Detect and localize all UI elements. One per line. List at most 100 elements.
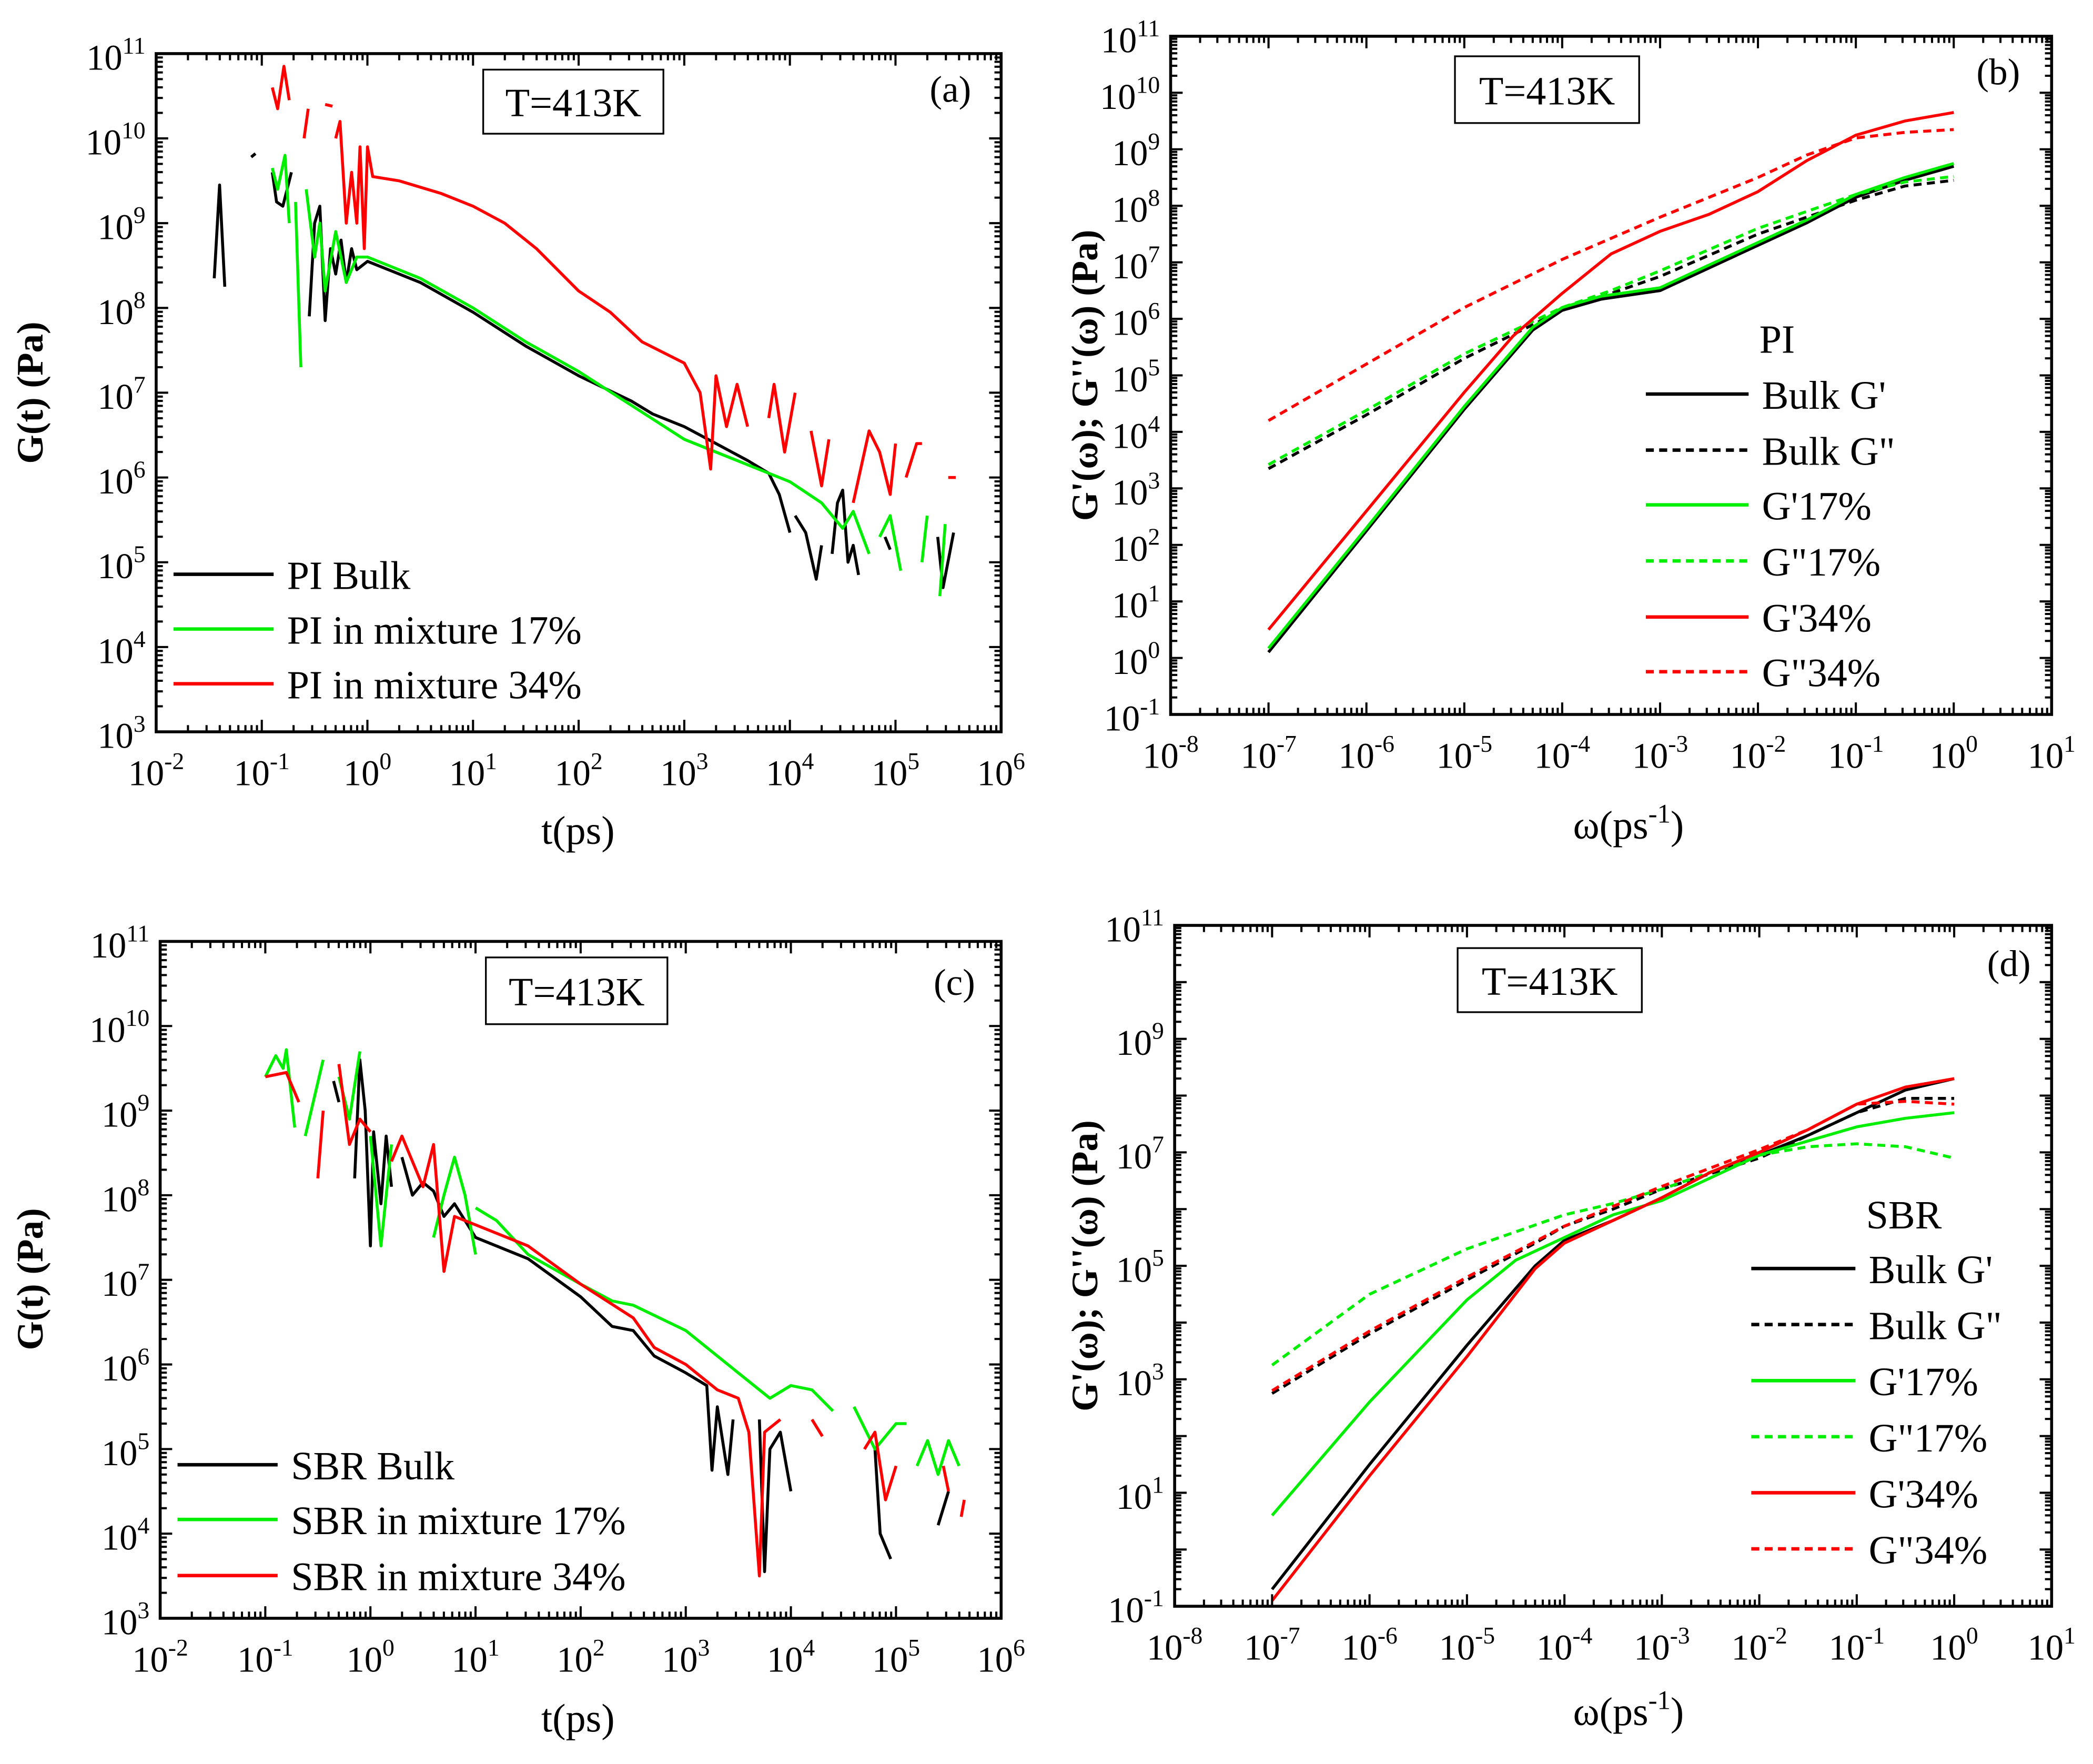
x-tick-label: 10-2 xyxy=(1731,1622,1787,1667)
tick-exponent: 1 xyxy=(1148,580,1160,607)
legend-label: Bulk G" xyxy=(1762,429,1895,473)
x-tick-label: 101 xyxy=(449,748,497,793)
legend-title: SBR xyxy=(1866,1193,1942,1237)
x-axis-label-end: ) xyxy=(1671,1690,1684,1734)
tick-base: 10 xyxy=(977,753,1014,793)
y-tick-label: 10-1 xyxy=(1104,693,1160,738)
series-line-2-segment xyxy=(878,514,903,571)
tick-exponent: 6 xyxy=(1013,748,1025,774)
y-tick-label: 103 xyxy=(97,710,145,755)
temperature-annotation-box xyxy=(485,956,669,1025)
tick-base: 10 xyxy=(234,753,270,793)
tick-exponent: 3 xyxy=(134,710,146,737)
panel-label: (d) xyxy=(1987,943,2031,984)
tick-base: 10 xyxy=(97,461,134,501)
legend-title: PI xyxy=(1760,317,1795,361)
temperature-annotation-box xyxy=(482,68,664,135)
series-line-3-segment xyxy=(767,382,797,454)
series-line-3-segment xyxy=(959,1499,966,1517)
tick-exponent: 7 xyxy=(1148,241,1160,268)
tick-base: 10 xyxy=(85,122,122,162)
series-line-2-segment xyxy=(920,515,929,563)
x-tick-label: 10-2 xyxy=(128,748,185,793)
tick-exponent: -1 xyxy=(274,1634,294,1661)
y-axis-label: G'(ω); G''(ω) (Pa) xyxy=(1065,1120,1106,1412)
tick-base: 10 xyxy=(1112,529,1148,569)
y-tick-label: 1010 xyxy=(85,117,145,162)
panel-label: (a) xyxy=(929,69,971,110)
tick-exponent: 9 xyxy=(1148,128,1160,155)
y-tick-label: 102 xyxy=(1112,523,1160,569)
y-tick-label: 109 xyxy=(97,201,145,247)
series-line-1-segment xyxy=(353,1058,393,1248)
y-tick-label: 104 xyxy=(1112,410,1160,456)
tick-base: 10 xyxy=(1829,1628,1865,1668)
panel-label: (c) xyxy=(934,962,975,1003)
tick-exponent: 11 xyxy=(1137,15,1160,42)
tick-exponent: 5 xyxy=(908,1634,920,1661)
tick-exponent: 2 xyxy=(593,1634,605,1661)
tick-exponent: 7 xyxy=(134,371,146,398)
tick-exponent: -4 xyxy=(1572,1622,1592,1649)
x-tick-label: 10-4 xyxy=(1534,730,1591,775)
panel-d: 10-8 10-7 10-6 10-5 10-4 10-3 10-2 10-1 100 10110… xyxy=(1065,904,2076,1734)
series-line-2-segment xyxy=(432,1155,477,1255)
panel-label: (b) xyxy=(1976,52,2020,93)
tick-exponent: 3 xyxy=(137,1597,149,1624)
x-tick-label: 10-7 xyxy=(1240,730,1297,775)
tick-exponent: 9 xyxy=(137,1089,149,1116)
series-line-1-segment xyxy=(332,1081,341,1103)
tick-exponent: 5 xyxy=(1148,354,1160,380)
series-line-2-segment xyxy=(369,1136,393,1248)
series-line-1-segment xyxy=(1267,165,1955,653)
x-axis-label-sup: -1 xyxy=(1649,1686,1671,1715)
tick-base: 10 xyxy=(1730,736,1766,776)
tick-exponent: 11 xyxy=(1141,904,1164,931)
x-tick-label: 100 xyxy=(1930,1622,1978,1667)
x-tick-label: 106 xyxy=(977,748,1025,793)
tick-base: 10 xyxy=(1338,736,1374,776)
x-tick-label: 10-8 xyxy=(1147,1622,1203,1667)
tick-exponent: 0 xyxy=(1966,1622,1978,1649)
series-group xyxy=(213,65,956,597)
legend: PI Bulk G' Bulk G" G'17% G"17% G'34% G"34% xyxy=(1645,317,1895,695)
series-group xyxy=(264,1048,966,1578)
y-tick-label: 101 xyxy=(1112,580,1160,625)
tick-exponent: 0 xyxy=(1966,730,1978,757)
y-tick-label: 1011 xyxy=(86,32,145,77)
series-line-4-segment xyxy=(1271,1142,1955,1367)
tick-exponent: 2 xyxy=(591,748,603,774)
tick-exponent: 10 xyxy=(126,1004,150,1031)
series-line-4-segment xyxy=(1268,175,1954,466)
series-line-3-segment xyxy=(316,1110,325,1179)
series-line-1-segment xyxy=(757,1419,793,1574)
tick-exponent: 1 xyxy=(2064,1622,2076,1649)
tick-base: 10 xyxy=(102,1179,138,1219)
legend-label: SBR Bulk xyxy=(291,1444,455,1488)
y-tick-label: 109 xyxy=(1116,1017,1164,1063)
x-axis-label-sup: -1 xyxy=(1649,799,1671,829)
series-group xyxy=(1267,111,1955,653)
tick-base: 10 xyxy=(1116,1023,1152,1063)
tick-exponent: 7 xyxy=(1152,1131,1164,1157)
x-axis-label-text: t(ps) xyxy=(541,809,615,853)
y-tick-label: 103 xyxy=(1112,467,1160,512)
x-tick-label: 101 xyxy=(451,1634,499,1679)
tick-exponent: 3 xyxy=(696,748,709,774)
tick-base: 10 xyxy=(1244,1628,1280,1668)
series-line-5-segment xyxy=(1271,1077,1955,1602)
tick-base: 10 xyxy=(102,1348,138,1388)
ticks xyxy=(1169,35,2053,716)
x-axis-label: t(ps) xyxy=(541,809,615,853)
tick-exponent: 6 xyxy=(137,1343,149,1370)
tick-exponent: 8 xyxy=(1148,184,1160,211)
tick-base: 10 xyxy=(1439,1628,1475,1668)
tick-exponent: 8 xyxy=(137,1174,149,1201)
y-tick-label: 1010 xyxy=(89,1004,149,1050)
tick-exponent: 10 xyxy=(122,117,146,144)
legend-label: Bulk G" xyxy=(1869,1304,2002,1348)
series-line-3-segment xyxy=(390,1134,782,1578)
legend-label: G"34% xyxy=(1762,651,1881,695)
tick-base: 10 xyxy=(97,207,134,247)
x-tick-label: 10-2 xyxy=(132,1634,188,1679)
